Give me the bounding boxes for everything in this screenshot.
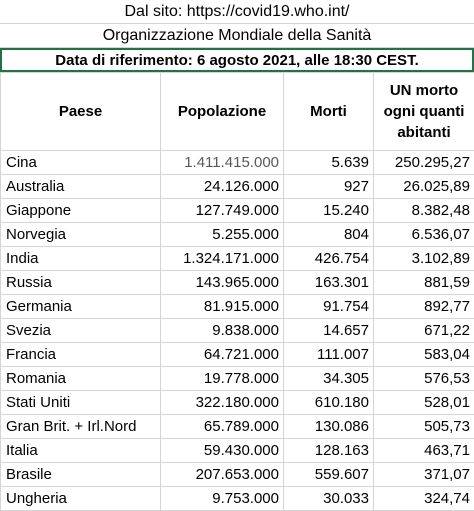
country-cell[interactable]: Italia — [1, 439, 161, 463]
ratio-cell[interactable]: 881,59 — [374, 271, 474, 295]
country-cell[interactable]: Russia — [1, 271, 161, 295]
country-cell[interactable]: Giappone — [1, 199, 161, 223]
population-cell[interactable]: 81.915.000 — [161, 295, 284, 319]
deaths-cell[interactable]: 927 — [284, 175, 374, 199]
country-cell[interactable]: India — [1, 247, 161, 271]
ratio-cell[interactable]: 26.025,89 — [374, 175, 474, 199]
country-cell[interactable]: Australia — [1, 175, 161, 199]
header-row: Paese Popolazione Morti UN morto ogni qu… — [1, 73, 474, 151]
ratio-cell[interactable]: 3.102,89 — [374, 247, 474, 271]
ratio-cell[interactable]: 371,07 — [374, 463, 474, 487]
deaths-cell[interactable]: 30.033 — [284, 487, 374, 511]
population-cell[interactable]: 64.721.000 — [161, 343, 284, 367]
ratio-cell[interactable]: 892,77 — [374, 295, 474, 319]
population-cell[interactable]: 9.838.000 — [161, 319, 284, 343]
country-cell[interactable]: Norvegia — [1, 223, 161, 247]
ratio-cell[interactable]: 528,01 — [374, 391, 474, 415]
country-cell[interactable]: Francia — [1, 343, 161, 367]
deaths-cell[interactable]: 426.754 — [284, 247, 374, 271]
header-population: Popolazione — [161, 73, 284, 151]
country-cell[interactable]: Cina — [1, 151, 161, 175]
ratio-cell[interactable]: 505,73 — [374, 415, 474, 439]
reference-date-cell[interactable]: Data di riferimento: 6 agosto 2021, alle… — [0, 48, 474, 72]
source-line: Dal sito: https://covid19.who.int/ — [0, 0, 474, 24]
country-cell[interactable]: Brasile — [1, 463, 161, 487]
deaths-cell[interactable]: 163.301 — [284, 271, 374, 295]
deaths-cell[interactable]: 91.754 — [284, 295, 374, 319]
deaths-cell[interactable]: 14.657 — [284, 319, 374, 343]
population-cell[interactable]: 1.411.415.000 — [161, 151, 284, 175]
ratio-cell[interactable]: 583,04 — [374, 343, 474, 367]
population-cell[interactable]: 65.789.000 — [161, 415, 284, 439]
ratio-cell[interactable]: 250.295,27 — [374, 151, 474, 175]
country-cell[interactable]: Ungheria — [1, 487, 161, 511]
deaths-cell[interactable]: 610.180 — [284, 391, 374, 415]
ratio-cell[interactable]: 6.536,07 — [374, 223, 474, 247]
header-country: Paese — [1, 73, 161, 151]
population-cell[interactable]: 9.753.000 — [161, 487, 284, 511]
ratio-cell[interactable]: 8.382,48 — [374, 199, 474, 223]
population-cell[interactable]: 143.965.000 — [161, 271, 284, 295]
deaths-cell[interactable]: 5.639 — [284, 151, 374, 175]
header-ratio: UN morto ogni quanti abitanti — [374, 73, 474, 151]
deaths-cell[interactable]: 130.086 — [284, 415, 374, 439]
deaths-cell[interactable]: 128.163 — [284, 439, 374, 463]
population-cell[interactable]: 24.126.000 — [161, 175, 284, 199]
country-cell[interactable]: Romania — [1, 367, 161, 391]
deaths-cell[interactable]: 804 — [284, 223, 374, 247]
country-cell[interactable]: Germania — [1, 295, 161, 319]
population-cell[interactable]: 1.324.171.000 — [161, 247, 284, 271]
population-cell[interactable]: 322.180.000 — [161, 391, 284, 415]
country-cell[interactable]: Svezia — [1, 319, 161, 343]
population-cell[interactable]: 5.255.000 — [161, 223, 284, 247]
deaths-cell[interactable]: 559.607 — [284, 463, 374, 487]
ratio-cell[interactable]: 576,53 — [374, 367, 474, 391]
deaths-cell[interactable]: 111.007 — [284, 343, 374, 367]
country-cell[interactable]: Stati Uniti — [1, 391, 161, 415]
header-deaths: Morti — [284, 73, 374, 151]
organization-line: Organizzazione Mondiale della Sanità — [0, 24, 474, 48]
data-table: Paese Popolazione Morti UN morto ogni qu… — [0, 72, 474, 511]
population-cell[interactable]: 207.653.000 — [161, 463, 284, 487]
country-cell[interactable]: Gran Brit. + Irl.Nord — [1, 415, 161, 439]
deaths-cell[interactable]: 15.240 — [284, 199, 374, 223]
ratio-cell[interactable]: 324,74 — [374, 487, 474, 511]
population-cell[interactable]: 127.749.000 — [161, 199, 284, 223]
deaths-cell[interactable]: 34.305 — [284, 367, 374, 391]
ratio-cell[interactable]: 463,71 — [374, 439, 474, 463]
population-cell[interactable]: 19.778.000 — [161, 367, 284, 391]
population-cell[interactable]: 59.430.000 — [161, 439, 284, 463]
ratio-cell[interactable]: 671,22 — [374, 319, 474, 343]
